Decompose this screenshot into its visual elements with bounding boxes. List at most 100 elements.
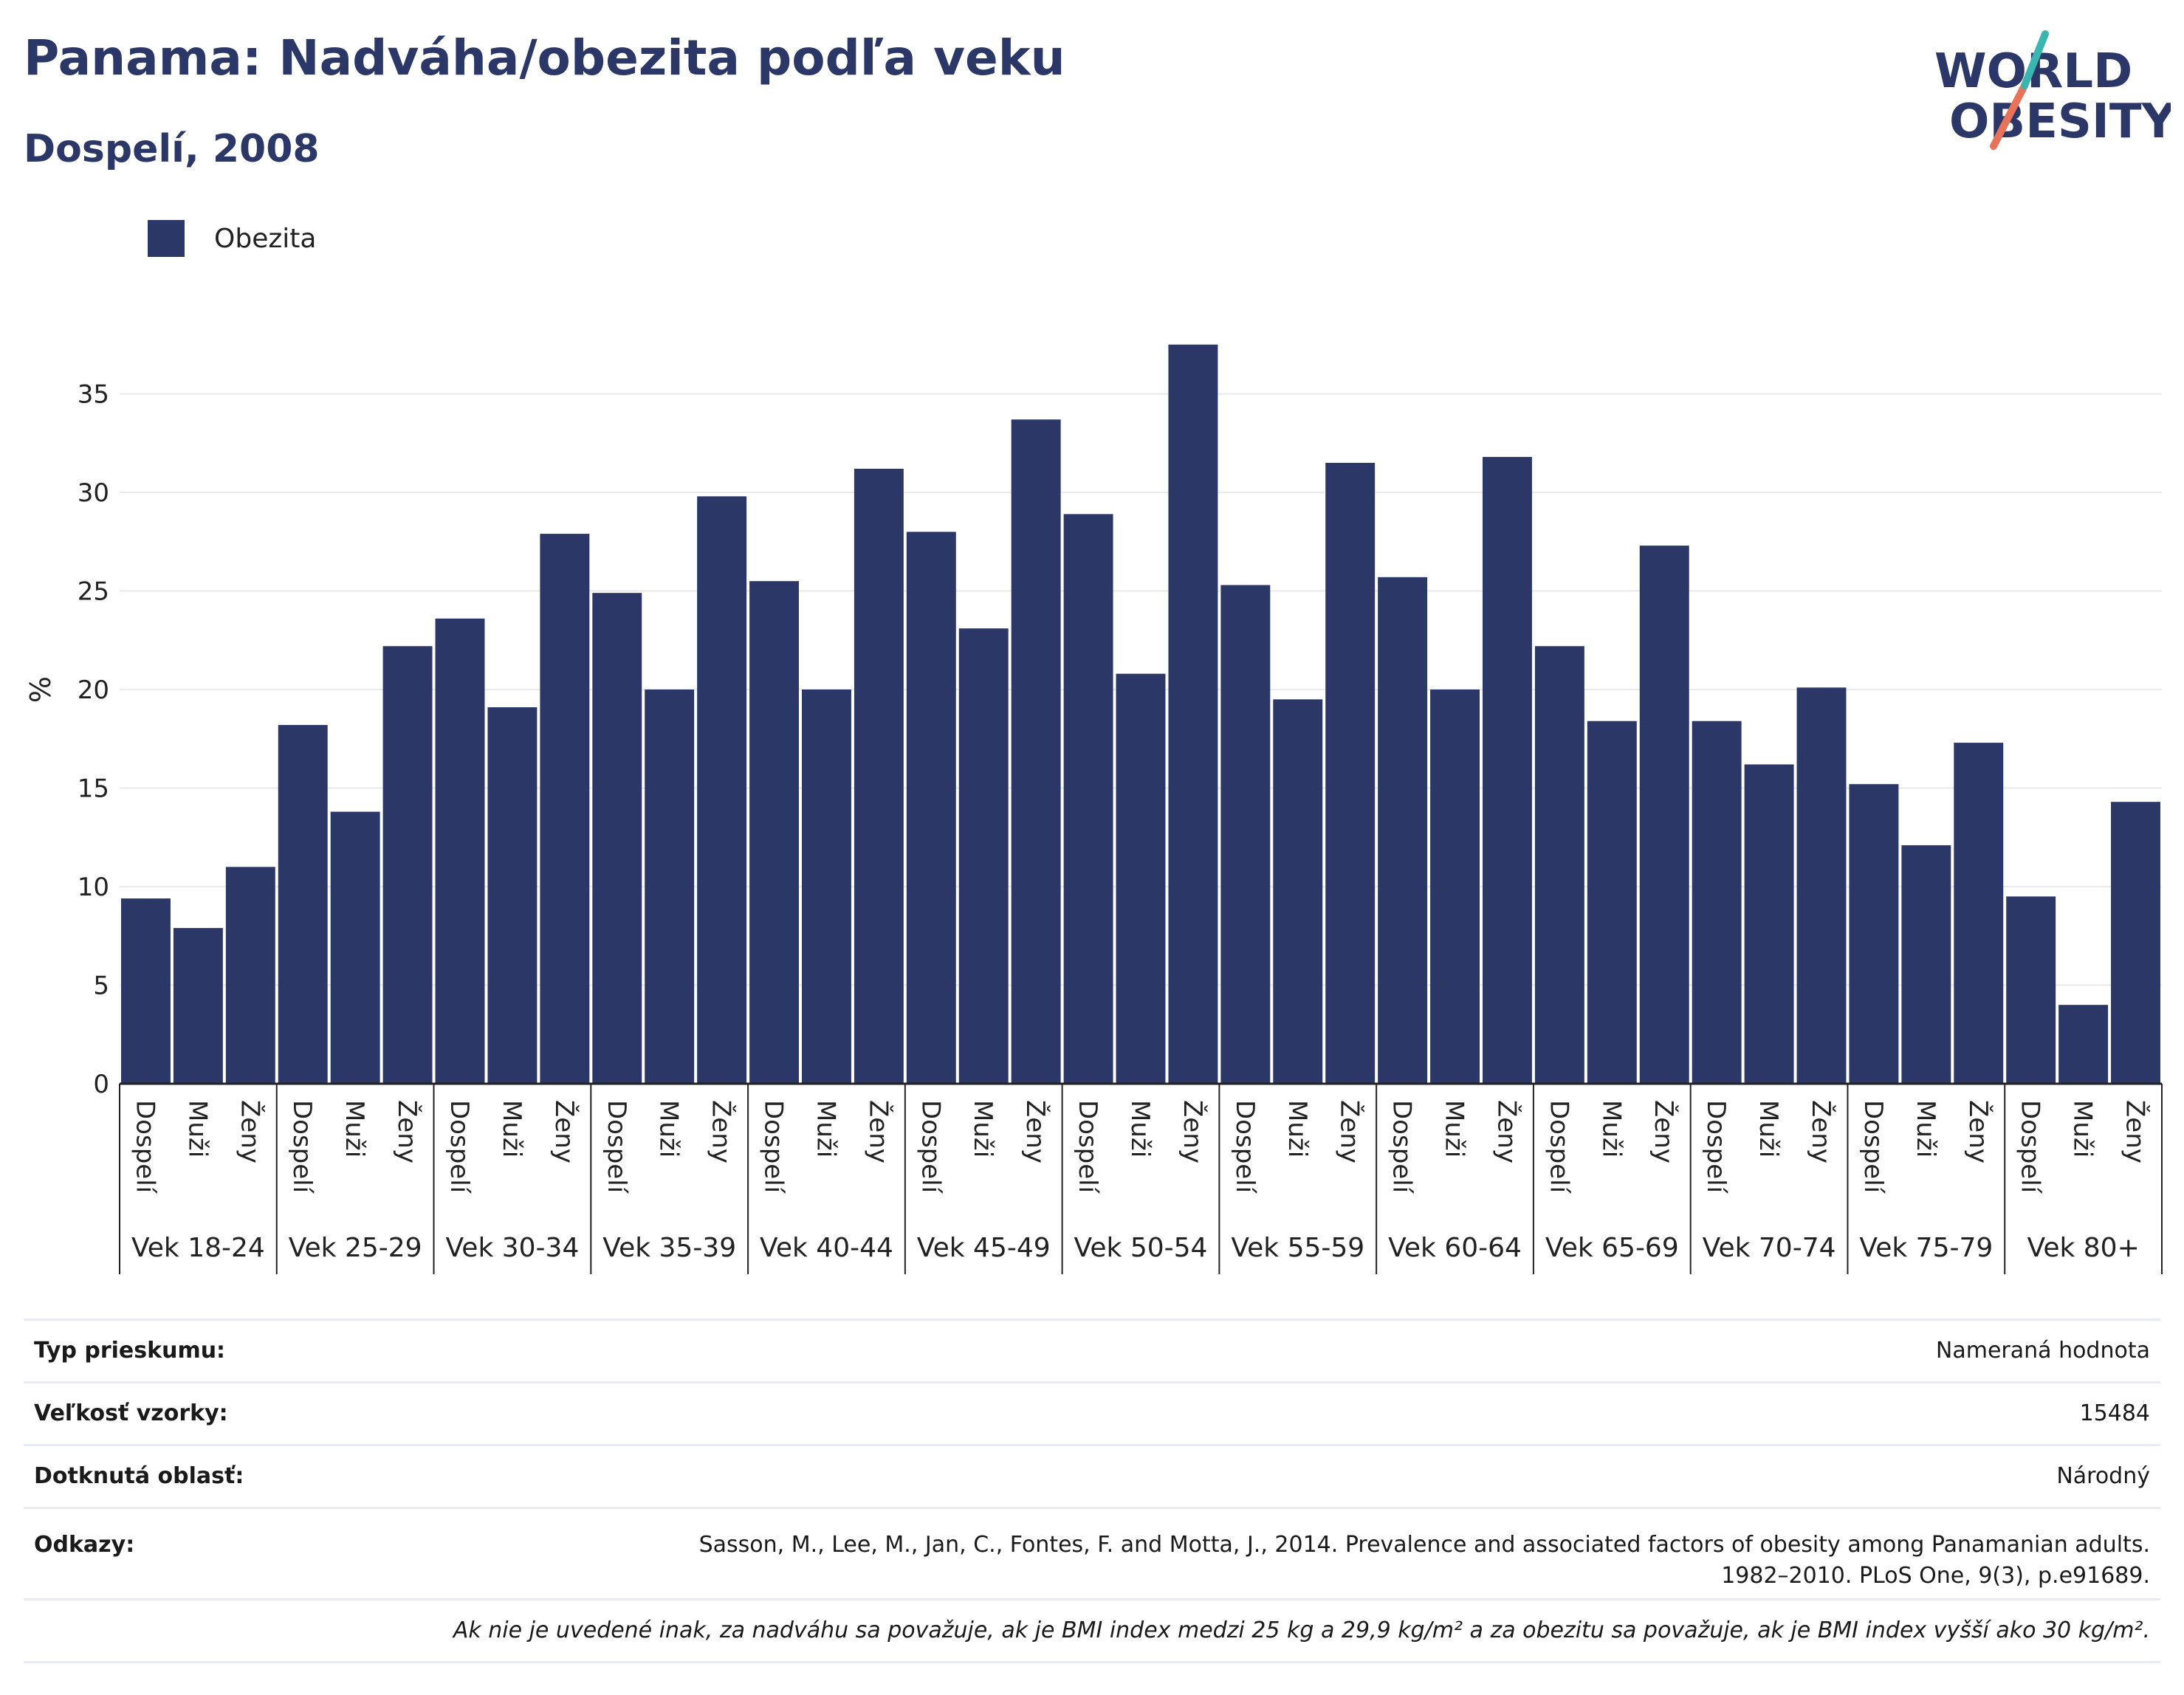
references-value: Sasson, M., Lee, M., Jan, C., Fontes, F.… bbox=[313, 1507, 2160, 1600]
bar bbox=[592, 593, 642, 1084]
bar bbox=[1796, 687, 1847, 1084]
info-row-area: Dotknutá oblasť: Národný bbox=[24, 1444, 2160, 1508]
x-group-label: Vek 40-44 bbox=[760, 1233, 893, 1263]
bar bbox=[1378, 577, 1428, 1084]
bar bbox=[121, 898, 171, 1084]
x-group-label: Vek 55-59 bbox=[1231, 1233, 1364, 1263]
x-group-label: Vek 50-54 bbox=[1074, 1233, 1208, 1263]
x-subcategory-label: Dospelí bbox=[602, 1100, 631, 1194]
x-subcategory-label: Ženy bbox=[1491, 1100, 1522, 1163]
x-subcategory-label: Ženy bbox=[1178, 1100, 1208, 1163]
footnote: Ak nie je uvedené inak, za nadváhu sa po… bbox=[24, 1598, 2160, 1663]
x-subcategory-label: Ženy bbox=[863, 1100, 893, 1163]
bar bbox=[1063, 514, 1113, 1084]
x-subcategory-label: Ženy bbox=[2121, 1100, 2151, 1163]
bar bbox=[225, 867, 275, 1084]
x-subcategory-label: Muži bbox=[1596, 1100, 1626, 1158]
references-line2: 1982–2010. PLoS One, 9(3), p.e91689. bbox=[1721, 1563, 2150, 1589]
x-subcategory-label: Ženy bbox=[235, 1100, 265, 1163]
bar bbox=[1534, 646, 1584, 1084]
x-group-label: Vek 75-79 bbox=[1859, 1233, 1993, 1263]
references-label: Odkazy: bbox=[24, 1507, 314, 1600]
logo-line2: OBESITY bbox=[1949, 94, 2171, 149]
x-subcategory-label: Ženy bbox=[1806, 1100, 1836, 1163]
info-table: Typ prieskumu: Nameraná hodnota Veľkosť … bbox=[24, 1318, 2160, 1663]
x-subcategory-label: Muži bbox=[182, 1100, 212, 1158]
x-subcategory-label: Ženy bbox=[549, 1100, 580, 1163]
x-group-label: Vek 80+ bbox=[2027, 1233, 2139, 1263]
x-group-label: Vek 25-29 bbox=[289, 1233, 422, 1263]
survey-type-label: Typ prieskumu: bbox=[24, 1318, 314, 1383]
x-subcategory-label: Dospelí bbox=[1701, 1100, 1731, 1194]
bar bbox=[435, 618, 485, 1084]
bar bbox=[487, 707, 538, 1084]
x-subcategory-label: Dospelí bbox=[916, 1100, 945, 1194]
x-group-label: Vek 65-69 bbox=[1545, 1233, 1679, 1263]
x-subcategory-label: Ženy bbox=[1335, 1100, 1365, 1163]
bar bbox=[1220, 585, 1271, 1084]
x-subcategory-label: Dospelí bbox=[444, 1100, 474, 1194]
legend-swatch-obezita bbox=[148, 220, 185, 257]
area-label: Dotknutá oblasť: bbox=[24, 1444, 314, 1508]
y-tick-label: 10 bbox=[78, 873, 109, 902]
bar bbox=[1168, 344, 1218, 1084]
bar bbox=[1011, 419, 1061, 1084]
bar bbox=[540, 534, 590, 1084]
chart-title: Panama: Nadváha/obezita podľa veku bbox=[24, 30, 1065, 86]
bar bbox=[1954, 743, 2004, 1084]
bar bbox=[854, 468, 904, 1084]
bar bbox=[1483, 456, 1532, 1084]
x-subcategory-label: Muži bbox=[1911, 1100, 1940, 1158]
x-subcategory-label: Muži bbox=[1125, 1100, 1155, 1158]
x-subcategory-label: Muži bbox=[968, 1100, 997, 1158]
y-tick-label: 15 bbox=[78, 774, 109, 804]
x-subcategory-label: Dospelí bbox=[759, 1100, 789, 1194]
y-tick-label: 30 bbox=[78, 478, 109, 508]
bar bbox=[1744, 764, 1794, 1084]
area-value: Národný bbox=[313, 1444, 2160, 1508]
legend: Obezita bbox=[148, 220, 316, 257]
x-subcategory-label: Muži bbox=[340, 1100, 369, 1158]
x-subcategory-label: Dospelí bbox=[1387, 1100, 1417, 1194]
x-subcategory-label: Ženy bbox=[1649, 1100, 1679, 1163]
x-subcategory-label: Muži bbox=[811, 1100, 840, 1158]
x-subcategory-label: Muži bbox=[654, 1100, 684, 1158]
info-row-survey-type: Typ prieskumu: Nameraná hodnota bbox=[24, 1318, 2160, 1383]
survey-type-value: Nameraná hodnota bbox=[313, 1318, 2160, 1383]
legend-label-obezita: Obezita bbox=[214, 223, 317, 254]
bar bbox=[1901, 845, 1951, 1084]
x-subcategory-label: Muži bbox=[1282, 1100, 1312, 1158]
x-subcategory-label: Dospelí bbox=[287, 1100, 317, 1194]
bar bbox=[697, 496, 747, 1084]
logo-slash-coral bbox=[1990, 82, 2028, 150]
x-subcategory-label: Ženy bbox=[707, 1100, 737, 1163]
bar bbox=[1849, 784, 1899, 1084]
x-subcategory-label: Muži bbox=[1754, 1100, 1783, 1158]
y-tick-label: 20 bbox=[78, 675, 109, 705]
chart-subtitle: Dospelí, 2008 bbox=[24, 127, 320, 171]
bar bbox=[1325, 462, 1376, 1084]
sample-size-value: 15484 bbox=[313, 1381, 2160, 1445]
x-group-label: Vek 35-39 bbox=[602, 1233, 736, 1263]
x-subcategory-label: Dospelí bbox=[1230, 1100, 1260, 1194]
x-subcategory-label: Muži bbox=[1440, 1100, 1469, 1158]
bar bbox=[173, 928, 223, 1084]
x-group-label: Vek 70-74 bbox=[1703, 1233, 1836, 1263]
x-group-label: Vek 60-64 bbox=[1388, 1233, 1522, 1263]
x-subcategory-label: Dospelí bbox=[2016, 1100, 2045, 1194]
x-subcategory-label: Muži bbox=[2068, 1100, 2098, 1158]
bar-chart: 0 5 10 15 20 25 30 35% Dospelí Muži Ženy Dospelí Muž… bbox=[24, 344, 2163, 1274]
x-group-label: Vek 45-49 bbox=[917, 1233, 1051, 1263]
x-subcategory-label: Dospelí bbox=[1544, 1100, 1573, 1194]
info-row-references: Odkazy: Sasson, M., Lee, M., Jan, C., Fo… bbox=[24, 1507, 2160, 1600]
references-line1: Sasson, M., Lee, M., Jan, C., Fontes, F.… bbox=[698, 1532, 2150, 1558]
info-row-sample-size: Veľkosť vzorky: 15484 bbox=[24, 1381, 2160, 1445]
x-group-label: Vek 30-34 bbox=[445, 1233, 579, 1263]
sample-size-label: Veľkosť vzorky: bbox=[24, 1381, 314, 1445]
y-tick-label: 35 bbox=[78, 380, 109, 410]
x-group-label: Vek 18-24 bbox=[131, 1233, 265, 1263]
bar bbox=[1639, 546, 1689, 1084]
bar bbox=[2111, 802, 2160, 1084]
bar bbox=[1273, 699, 1323, 1084]
y-tick-label: 25 bbox=[78, 577, 109, 607]
